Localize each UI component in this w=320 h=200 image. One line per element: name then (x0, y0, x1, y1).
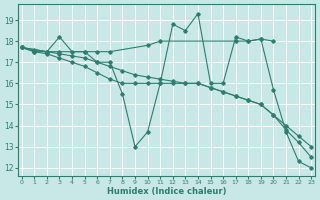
X-axis label: Humidex (Indice chaleur): Humidex (Indice chaleur) (107, 187, 226, 196)
